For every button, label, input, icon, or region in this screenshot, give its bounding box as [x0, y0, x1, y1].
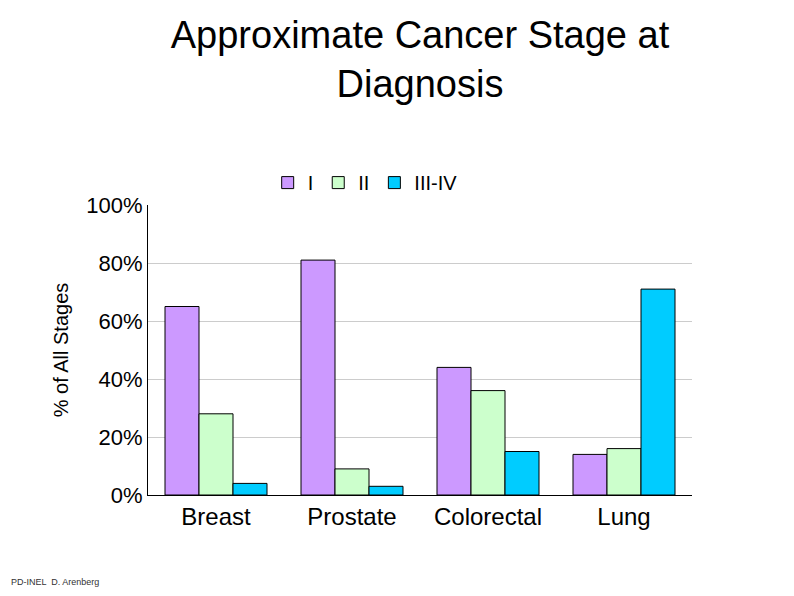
svg-text:Colorectal: Colorectal [434, 503, 542, 530]
svg-text:Lung: Lung [597, 503, 650, 530]
svg-text:I: I [308, 172, 314, 194]
svg-text:20%: 20% [99, 425, 143, 450]
svg-text:100%: 100% [86, 193, 142, 218]
svg-text:PD-INEL D. Arenberg: PD-INEL D. Arenberg [11, 577, 99, 587]
svg-text:Breast: Breast [181, 503, 251, 530]
svg-text:II: II [358, 172, 369, 194]
svg-text:% of All Stages: % of All Stages [50, 283, 72, 418]
svg-text:80%: 80% [99, 251, 143, 276]
svg-text:III-IV: III-IV [414, 172, 457, 194]
svg-text:Prostate: Prostate [307, 503, 396, 530]
svg-text:40%: 40% [99, 367, 143, 392]
svg-text:0%: 0% [111, 483, 143, 508]
svg-text:60%: 60% [99, 309, 143, 334]
svg-text:Approximate Cancer Stage atDia: Approximate Cancer Stage atDiagnosis [171, 14, 670, 105]
